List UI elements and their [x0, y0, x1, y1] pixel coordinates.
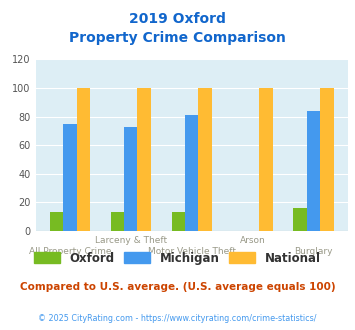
Bar — [320, 88, 334, 231]
Bar — [111, 213, 124, 231]
Bar — [260, 88, 273, 231]
Bar — [294, 208, 307, 231]
Bar — [50, 213, 63, 231]
Bar — [307, 111, 320, 231]
Bar — [185, 115, 198, 231]
Bar — [124, 127, 137, 231]
Text: 2019 Oxford: 2019 Oxford — [129, 12, 226, 25]
Legend: Oxford, Michigan, National: Oxford, Michigan, National — [34, 252, 321, 265]
Bar — [63, 124, 77, 231]
Text: © 2025 CityRating.com - https://www.cityrating.com/crime-statistics/: © 2025 CityRating.com - https://www.city… — [38, 314, 317, 323]
Text: Property Crime Comparison: Property Crime Comparison — [69, 31, 286, 45]
Bar — [77, 88, 90, 231]
Bar — [171, 213, 185, 231]
Text: Compared to U.S. average. (U.S. average equals 100): Compared to U.S. average. (U.S. average … — [20, 282, 335, 292]
Bar — [198, 88, 212, 231]
Bar — [137, 88, 151, 231]
